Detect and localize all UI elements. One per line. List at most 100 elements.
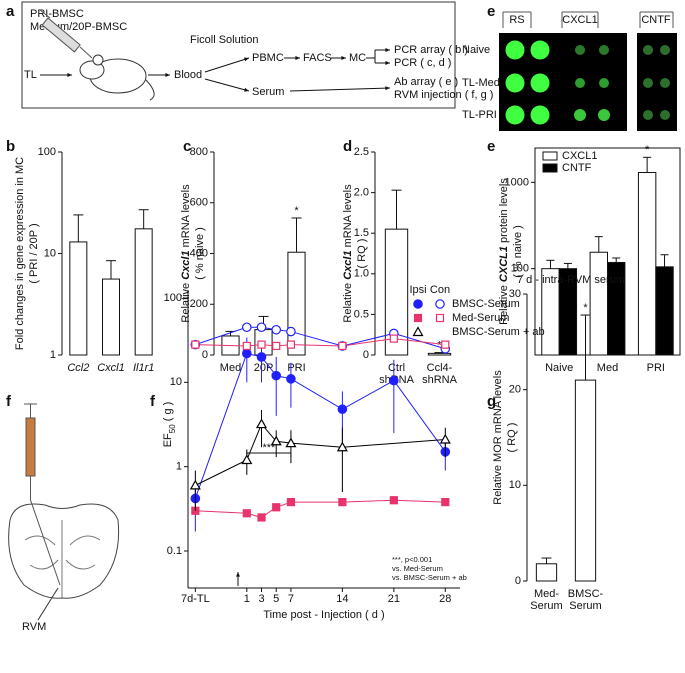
y-tick-label: 400 bbox=[190, 247, 208, 259]
x-tick-label: 7 bbox=[288, 593, 294, 605]
bar bbox=[574, 379, 597, 582]
y-axis-label: Relative MOR mRNA levels bbox=[492, 370, 504, 505]
x-tick-label: 3 bbox=[258, 593, 264, 605]
blot-dot bbox=[660, 78, 670, 88]
point bbox=[255, 418, 268, 429]
bar bbox=[589, 251, 608, 356]
y-axis-label: ( % naive ) bbox=[194, 227, 206, 280]
legend-marker bbox=[435, 299, 445, 309]
blot-dot bbox=[575, 78, 585, 88]
y-tick-label: 10 bbox=[170, 376, 182, 388]
point bbox=[389, 496, 398, 505]
x-tick-label: Med bbox=[220, 362, 241, 374]
y-tick-label: 1.5 bbox=[354, 227, 369, 239]
significance: * bbox=[645, 144, 650, 156]
point bbox=[337, 404, 348, 415]
bar bbox=[558, 268, 578, 356]
blot-dot bbox=[599, 78, 609, 88]
legend-marker bbox=[435, 313, 445, 323]
y-tick-label: 0 bbox=[515, 575, 521, 587]
y-axis-label: ( % naive ) bbox=[512, 225, 524, 278]
y-axis-label-part: CXCL1 bbox=[498, 246, 510, 282]
point bbox=[286, 374, 296, 384]
legend-label: Med-Serum bbox=[452, 312, 509, 324]
legend-label: CNTF bbox=[562, 162, 592, 174]
y-tick-label: 200 bbox=[190, 298, 208, 310]
y-axis-label: Relative Cxcl1 mRNA levels bbox=[180, 184, 192, 323]
legend-marker bbox=[413, 313, 423, 323]
y-axis-label: Relative CXCL1 protein levels bbox=[498, 178, 510, 325]
x-tick-label: Cxcl1 bbox=[97, 362, 125, 374]
y-axis-label: Fold changes in gene expression in MC bbox=[14, 157, 26, 350]
legend-label: CXCL1 bbox=[562, 150, 597, 162]
bar bbox=[102, 278, 120, 356]
legend-swatch bbox=[542, 151, 558, 161]
y-axis-label-part: Relative bbox=[498, 282, 510, 325]
syringe-needle bbox=[79, 46, 93, 59]
diagram-label: PRI-BMSC bbox=[30, 8, 84, 20]
y-axis-label-part: EF bbox=[162, 433, 174, 447]
point bbox=[389, 375, 399, 386]
chart-title: 7 d - intra-RVM serum bbox=[517, 274, 625, 286]
bar bbox=[134, 228, 153, 356]
point bbox=[241, 454, 253, 465]
blot-dot bbox=[660, 110, 670, 120]
panel-label: d bbox=[343, 138, 352, 155]
significance: * bbox=[437, 339, 442, 351]
arrow-head bbox=[341, 56, 346, 60]
panel-label: a bbox=[6, 3, 15, 20]
point bbox=[272, 341, 281, 351]
y-tick-label: 2.0 bbox=[354, 187, 369, 199]
y-axis-label: EF50 ( g ) bbox=[162, 402, 177, 448]
point bbox=[242, 341, 251, 351]
series-line bbox=[195, 423, 446, 486]
arrow-head bbox=[165, 73, 170, 77]
point bbox=[271, 324, 282, 335]
blot-dot bbox=[643, 45, 653, 55]
y-axis-label-part: Relative bbox=[180, 280, 192, 323]
arrow bbox=[204, 57, 250, 73]
legend-swatch bbox=[542, 163, 558, 173]
x-tick-label: Il1r1 bbox=[133, 362, 154, 374]
blot-dot bbox=[530, 73, 550, 93]
blot-row-label: TL-PRI bbox=[462, 109, 497, 121]
y-axis-label-part: ( g ) bbox=[162, 402, 174, 425]
y-tick-label: 0.1 bbox=[167, 545, 182, 557]
blot-dot bbox=[505, 105, 525, 125]
blot-frame bbox=[637, 33, 677, 131]
point bbox=[441, 498, 450, 507]
legend-marker bbox=[413, 299, 423, 309]
point bbox=[242, 509, 251, 518]
y-tick-label: 800 bbox=[190, 146, 208, 158]
blot-dot bbox=[660, 45, 670, 55]
x-tick-label: BMSC- bbox=[568, 588, 604, 600]
point bbox=[257, 340, 266, 349]
x-tick-label: Serum bbox=[530, 600, 562, 612]
x-tick-label: PRI bbox=[287, 362, 305, 374]
y-axis-label-part: 50 bbox=[168, 424, 177, 433]
arrow-head bbox=[385, 61, 390, 65]
diagram-label: Blood bbox=[174, 69, 202, 81]
diagram-label: RVM injection ( f, g ) bbox=[394, 89, 493, 101]
diagram-label: MC bbox=[349, 52, 366, 64]
y-axis-label-part: Cxcl1 bbox=[342, 250, 354, 279]
legend-header: Ipsi bbox=[409, 284, 426, 296]
arrow-head bbox=[295, 56, 300, 60]
x-tick-label: Med bbox=[597, 362, 618, 374]
y-tick-label: 100 bbox=[38, 146, 56, 158]
point bbox=[271, 370, 282, 381]
series-line bbox=[195, 499, 446, 518]
y-tick-label: 1 bbox=[50, 349, 56, 361]
y-tick-label: 0 bbox=[363, 349, 369, 361]
bar bbox=[427, 352, 452, 356]
x-tick-label: 7d-TL bbox=[181, 593, 210, 605]
y-tick-label: 1 bbox=[176, 461, 182, 473]
point bbox=[257, 513, 266, 522]
blot-dot bbox=[530, 105, 550, 125]
bar bbox=[607, 261, 626, 356]
significance: * bbox=[583, 302, 588, 314]
x-tick-label: Med- bbox=[534, 588, 559, 600]
y-tick-label: 30 bbox=[509, 288, 521, 300]
mouse-tail bbox=[145, 79, 155, 101]
